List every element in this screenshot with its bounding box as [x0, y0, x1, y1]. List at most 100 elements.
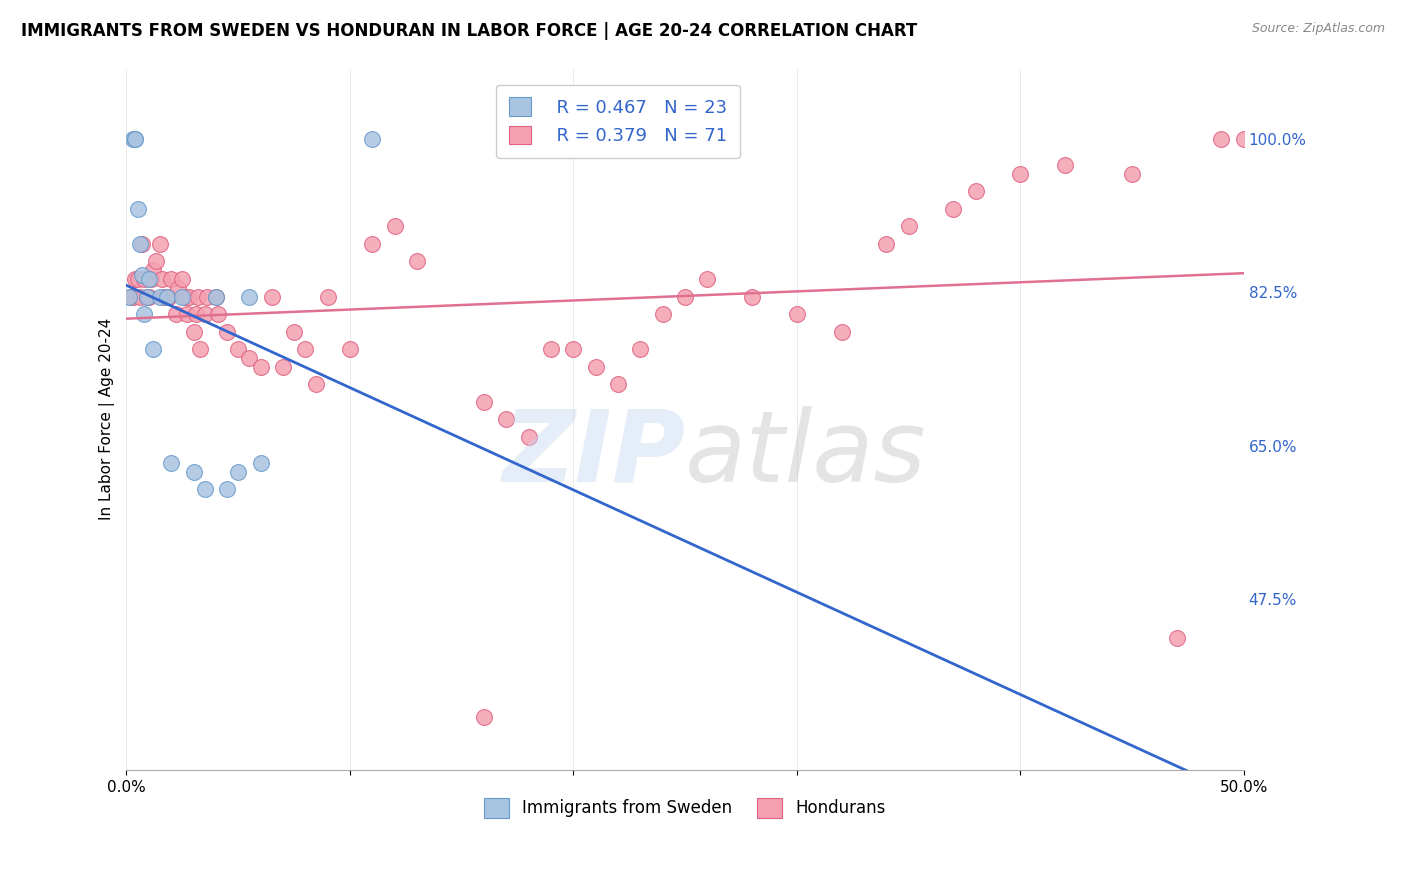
Point	[124, 131, 146, 145]
Point	[165, 307, 187, 321]
Point	[127, 272, 149, 286]
Point	[184, 307, 207, 321]
Point	[139, 272, 162, 286]
Point	[249, 359, 271, 374]
Point	[339, 342, 361, 356]
Point	[1233, 131, 1256, 145]
Legend: Immigrants from Sweden, Hondurans: Immigrants from Sweden, Hondurans	[478, 791, 893, 825]
Point	[897, 219, 920, 234]
Point	[167, 281, 190, 295]
Point	[271, 359, 294, 374]
Point	[176, 307, 198, 321]
Point	[831, 325, 853, 339]
Point	[128, 289, 150, 303]
Point	[156, 289, 179, 303]
Point	[138, 272, 160, 286]
Point	[124, 131, 146, 145]
Point	[1053, 158, 1076, 172]
Point	[207, 307, 229, 321]
Point	[361, 131, 384, 145]
Y-axis label: In Labor Force | Age 20-24: In Labor Force | Age 20-24	[100, 318, 115, 520]
Point	[260, 289, 283, 303]
Text: Source: ZipAtlas.com: Source: ZipAtlas.com	[1251, 22, 1385, 36]
Point	[135, 289, 157, 303]
Point	[384, 219, 406, 234]
Point	[215, 325, 238, 339]
Point	[183, 325, 205, 339]
Point	[160, 456, 183, 470]
Point	[673, 289, 696, 303]
Point	[249, 456, 271, 470]
Point	[142, 263, 165, 277]
Point	[361, 236, 384, 251]
Point	[562, 342, 585, 356]
Point	[195, 289, 218, 303]
Point	[965, 184, 987, 198]
Point	[1211, 131, 1233, 145]
Point	[741, 289, 763, 303]
Point	[153, 289, 176, 303]
Point	[238, 289, 260, 303]
Point	[472, 394, 495, 409]
Point	[149, 236, 172, 251]
Point	[226, 465, 249, 479]
Point	[540, 342, 562, 356]
Point	[651, 307, 673, 321]
Point	[786, 307, 808, 321]
Point	[942, 202, 965, 216]
Point	[120, 289, 142, 303]
Point	[183, 465, 205, 479]
Point	[188, 342, 211, 356]
Point	[150, 272, 173, 286]
Point	[173, 289, 195, 303]
Point	[294, 342, 316, 356]
Point	[1121, 167, 1143, 181]
Point	[194, 307, 217, 321]
Point	[495, 412, 517, 426]
Point	[205, 289, 228, 303]
Text: atlas: atlas	[685, 406, 927, 503]
Point	[124, 272, 146, 286]
Point	[131, 236, 153, 251]
Point	[283, 325, 305, 339]
Point	[145, 254, 167, 268]
Point	[1166, 632, 1188, 646]
Point	[517, 430, 540, 444]
Point	[215, 483, 238, 497]
Point	[122, 289, 145, 303]
Point	[156, 289, 179, 303]
Point	[1010, 167, 1032, 181]
Point	[128, 236, 150, 251]
Point	[134, 307, 156, 321]
Point	[134, 272, 156, 286]
Point	[238, 351, 260, 365]
Point	[194, 483, 217, 497]
Point	[118, 289, 141, 303]
Point	[316, 289, 339, 303]
Point	[187, 289, 209, 303]
Point	[177, 289, 200, 303]
Point	[138, 289, 160, 303]
Point	[472, 710, 495, 724]
Point	[172, 272, 194, 286]
Point	[585, 359, 607, 374]
Point	[628, 342, 651, 356]
Point	[205, 289, 228, 303]
Point	[157, 289, 180, 303]
Point	[122, 131, 145, 145]
Point	[127, 202, 149, 216]
Point	[131, 268, 153, 282]
Point	[226, 342, 249, 356]
Point	[149, 289, 172, 303]
Point	[160, 272, 183, 286]
Point	[696, 272, 718, 286]
Point	[172, 289, 194, 303]
Point	[607, 377, 630, 392]
Point	[406, 254, 429, 268]
Point	[875, 236, 897, 251]
Point	[305, 377, 328, 392]
Text: ZIP: ZIP	[502, 406, 685, 503]
Point	[135, 289, 157, 303]
Point	[142, 342, 165, 356]
Text: IMMIGRANTS FROM SWEDEN VS HONDURAN IN LABOR FORCE | AGE 20-24 CORRELATION CHART: IMMIGRANTS FROM SWEDEN VS HONDURAN IN LA…	[21, 22, 917, 40]
